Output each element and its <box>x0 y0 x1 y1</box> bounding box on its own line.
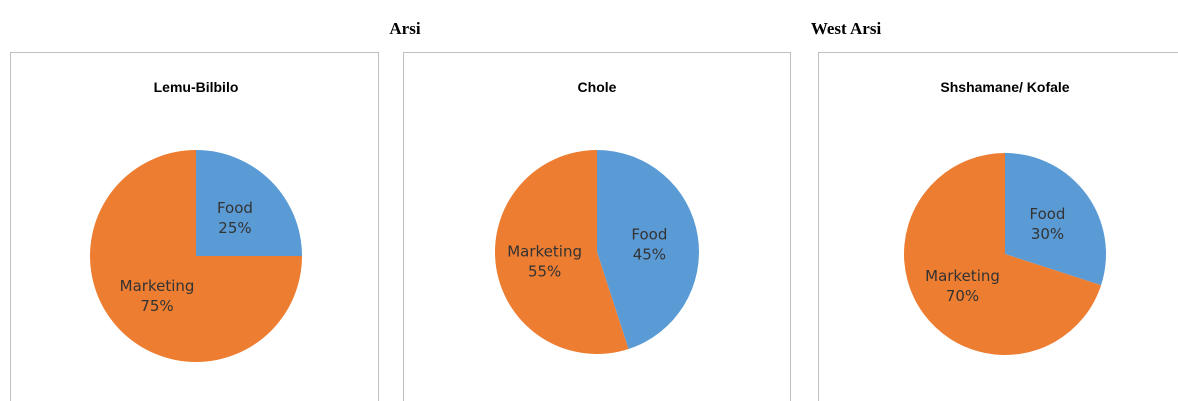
slice-category: Food <box>631 226 667 244</box>
region-label: West Arsi <box>811 19 882 38</box>
slice-value-label: 30% <box>1031 225 1064 243</box>
chart-frame <box>10 52 379 401</box>
pie-slice <box>1005 153 1106 286</box>
chart-frame <box>403 52 791 401</box>
slice-value-label: 55% <box>528 262 561 280</box>
chart-title: Lemu-Bilbilo <box>154 79 239 95</box>
slice-category: Food <box>1029 205 1065 223</box>
slice-category: Marketing <box>507 242 582 260</box>
slice-category: Marketing <box>120 277 195 295</box>
pie-slice <box>90 150 302 362</box>
pie-slice <box>494 150 629 354</box>
slice-value-label: 45% <box>633 246 666 264</box>
slice-value-label: 25% <box>218 219 251 237</box>
pie-slice <box>597 150 699 350</box>
slice-category: Food <box>217 199 253 217</box>
chart-title: Shshamane/ Kofale <box>940 79 1069 95</box>
slice-category: Marketing <box>925 267 1000 285</box>
chart-title: Chole <box>578 79 617 95</box>
region-label: Arsi <box>389 19 420 38</box>
chart-frame <box>818 52 1178 401</box>
pie-slice <box>904 152 1102 355</box>
slice-value-label: 75% <box>140 297 173 315</box>
pie-slice <box>196 150 302 256</box>
slice-value-label: 70% <box>946 287 979 305</box>
